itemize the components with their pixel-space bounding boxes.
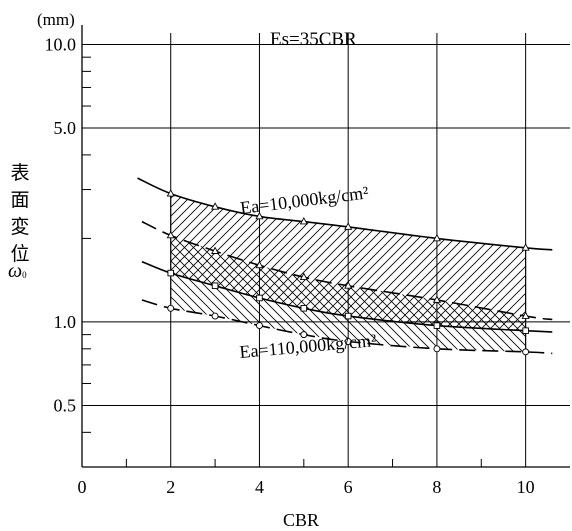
data-point-square <box>167 269 174 277</box>
data-point-triangle <box>166 230 175 239</box>
data-point-triangle <box>521 243 530 251</box>
data-point-square <box>256 294 263 302</box>
series-line-upper-solid <box>137 177 553 251</box>
data-point-triangle <box>299 272 308 281</box>
series-line-lower-dashed <box>141 299 553 355</box>
x-tick-label: 10 <box>517 477 535 497</box>
data-point-triangle <box>344 222 353 230</box>
y-axis-symbol: ω0 <box>8 260 27 283</box>
data-point-triangle <box>255 211 264 220</box>
data-point-triangle <box>521 311 530 319</box>
y-tick-label: 10.0 <box>45 34 77 54</box>
data-point-circle <box>344 338 352 345</box>
annotation-es: Es=35CBR <box>270 29 357 50</box>
data-point-circle <box>433 345 441 353</box>
series-curves <box>137 177 553 355</box>
unit-label: (mm) <box>37 10 75 29</box>
data-point-triangle <box>432 295 441 303</box>
series-label-upper: Ea=10,000kg/cm² <box>239 182 370 218</box>
data-point-circle <box>300 331 308 339</box>
data-point-square <box>522 327 529 334</box>
data-markers <box>166 189 530 356</box>
x-tick-label: 0 <box>78 477 87 497</box>
x-tick-label: 4 <box>255 477 264 497</box>
data-point-triangle <box>211 202 220 210</box>
data-point-square <box>211 282 219 290</box>
data-point-triangle <box>255 260 264 269</box>
hatch-region-diagonal <box>170 193 526 317</box>
data-point-circle <box>256 322 263 330</box>
hatch-region-back-diagonal <box>170 273 526 352</box>
axes: 0 2 4 6 8 10 0.5 1.0 5.0 10.0 <box>45 25 570 497</box>
y-tick-label: 1.0 <box>54 312 77 332</box>
data-point-circle <box>522 348 530 356</box>
hatched-regions <box>170 193 527 352</box>
series-line-lower-solid <box>141 260 553 333</box>
y-tick-label: 5.0 <box>54 118 77 138</box>
y-tick-label: 0.5 <box>54 395 77 415</box>
data-point-triangle <box>299 217 308 225</box>
data-point-triangle <box>211 246 220 254</box>
x-tick-label: 6 <box>344 477 353 497</box>
data-point-square <box>300 305 308 312</box>
y-axis-label: 表面変位 <box>10 162 30 265</box>
data-point-triangle <box>344 281 353 289</box>
data-point-circle <box>167 304 175 312</box>
x-tick-label: 8 <box>432 477 441 497</box>
data-point-square <box>344 312 352 320</box>
series-line-upper-dashed <box>141 220 553 321</box>
hatch-region-crosshatch <box>170 235 526 331</box>
data-point-square <box>433 322 441 329</box>
data-point-circle <box>211 312 219 320</box>
x-tick-label: 2 <box>166 477 175 497</box>
x-axis-label: CBR <box>283 510 319 530</box>
omega-subscript: 0 <box>22 270 27 280</box>
data-point-triangle <box>432 233 441 242</box>
omega-symbol: ω <box>8 260 23 282</box>
data-point-triangle <box>166 189 175 197</box>
